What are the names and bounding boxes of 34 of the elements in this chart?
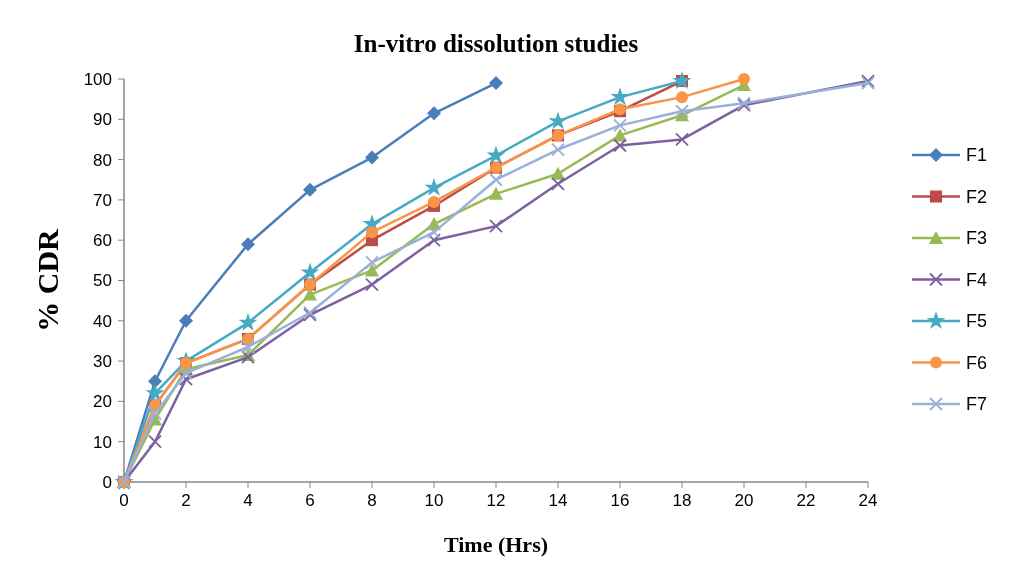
x-tick-label: 14 xyxy=(548,491,568,510)
x-tick-label: 10 xyxy=(424,491,444,510)
x-tick-label: 4 xyxy=(243,491,253,510)
legend-label: F2 xyxy=(966,186,988,207)
y-tick-label: 100 xyxy=(83,69,112,89)
legend-label: F1 xyxy=(966,145,988,166)
chart-title: In-vitro dissolution studies xyxy=(353,30,639,57)
legend-label: F4 xyxy=(966,269,988,290)
x-tick-label: 6 xyxy=(305,491,315,510)
y-tick-label: 70 xyxy=(93,190,112,210)
y-tick-label: 0 xyxy=(102,472,112,492)
y-tick-label: 30 xyxy=(93,352,112,372)
x-tick-label: 18 xyxy=(672,491,692,510)
y-tick-label: 20 xyxy=(93,392,112,412)
y-tick-label: 10 xyxy=(93,432,112,452)
legend-label: F7 xyxy=(966,394,988,415)
x-tick-label: 16 xyxy=(610,491,630,510)
legend-label: F5 xyxy=(966,311,988,332)
x-tick-label: 24 xyxy=(858,491,878,510)
y-tick-label: 40 xyxy=(93,311,112,331)
x-tick-label: 12 xyxy=(486,491,506,510)
x-tick-label: 2 xyxy=(181,491,191,510)
x-tick-label: 8 xyxy=(367,491,377,510)
x-axis-title: Time (Hrs) xyxy=(443,532,549,557)
y-tick-label: 50 xyxy=(93,271,112,291)
legend-label: F6 xyxy=(966,352,988,373)
y-tick-label: 80 xyxy=(93,150,112,170)
y-axis-title: % CDR xyxy=(31,228,64,332)
legend-label: F3 xyxy=(966,228,988,249)
y-tick-label: 90 xyxy=(93,110,112,130)
y-tick-label: 60 xyxy=(93,231,112,251)
x-tick-label: 22 xyxy=(796,491,816,510)
x-tick-label: 20 xyxy=(734,491,754,510)
x-tick-label: 0 xyxy=(119,491,129,510)
